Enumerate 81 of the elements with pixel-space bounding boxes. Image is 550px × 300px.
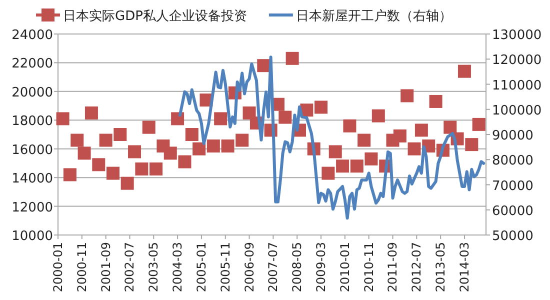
point xyxy=(336,160,350,173)
x-tick-label: 2013-05 xyxy=(434,242,448,292)
legend-label: 日本实际GDP私人企业设备投资 xyxy=(63,9,247,24)
point xyxy=(135,162,148,176)
x-tick-label: 2001-09 xyxy=(98,242,113,292)
point xyxy=(408,142,421,156)
point xyxy=(350,160,364,173)
point xyxy=(106,166,120,180)
x-tick-label: 2008-05 xyxy=(290,242,304,292)
point xyxy=(164,146,177,160)
x-tick-label: 2006-09 xyxy=(242,242,256,292)
y-tick-label: 18000 xyxy=(12,114,53,130)
x-tick-label: 2003-05 xyxy=(146,242,161,292)
y-tick-label: 10000 xyxy=(12,229,53,244)
y-tick-label: 14000 xyxy=(12,172,53,187)
y2-tick-label: 90000 xyxy=(492,128,534,144)
point xyxy=(372,109,385,122)
x-tick-label: 2010-11 xyxy=(362,242,376,292)
point xyxy=(114,128,127,141)
point xyxy=(472,118,486,131)
x-tick-label: 2009-03 xyxy=(314,242,328,292)
y2-tick-label: 100000 xyxy=(492,103,542,118)
point xyxy=(400,89,414,102)
x-tick-label: 2000-01 xyxy=(51,242,65,292)
point xyxy=(99,134,112,147)
y2-tick-label: 120000 xyxy=(492,53,542,68)
point xyxy=(150,162,163,176)
x-tick-label: 2014-03 xyxy=(457,242,472,292)
y-tick-label: 20000 xyxy=(12,85,53,100)
point xyxy=(171,112,184,126)
point xyxy=(142,120,156,134)
point xyxy=(429,94,442,108)
x-tick-label: 2007-07 xyxy=(266,242,280,292)
x-tick-label: 2011-09 xyxy=(386,242,400,292)
point xyxy=(178,155,192,168)
y2-tick-label: 70000 xyxy=(492,178,534,194)
point xyxy=(278,110,292,124)
y-tick-label: 16000 xyxy=(12,142,53,158)
y2-tick-label: 60000 xyxy=(492,204,534,219)
point xyxy=(185,128,198,141)
point xyxy=(56,112,70,126)
point xyxy=(465,138,478,152)
y2-tick-label: 130000 xyxy=(492,28,542,43)
point xyxy=(322,166,335,180)
x-tick-label: 2004-03 xyxy=(170,242,185,292)
point xyxy=(128,145,142,158)
point xyxy=(343,119,356,132)
point xyxy=(358,134,371,147)
point xyxy=(84,106,98,120)
y-tick-label: 12000 xyxy=(12,200,53,216)
y-tick-label: 22000 xyxy=(12,56,53,72)
point xyxy=(120,176,134,190)
point xyxy=(236,134,249,147)
point xyxy=(393,129,406,142)
point xyxy=(414,124,428,137)
point xyxy=(70,134,84,147)
point xyxy=(458,64,471,78)
y2-tick-label: 50000 xyxy=(492,229,534,244)
legend-label: 日本新屋开工户数（右轴） xyxy=(296,9,452,24)
point xyxy=(221,139,234,152)
point xyxy=(192,142,206,156)
point xyxy=(364,152,378,166)
x-tick-label: 2005-01 xyxy=(194,242,208,292)
x-tick-label: 2000-11 xyxy=(74,242,89,292)
point xyxy=(63,168,76,182)
x-tick-label: 2010-01 xyxy=(338,242,352,292)
point xyxy=(206,139,220,152)
x-tick-label: 2002-07 xyxy=(122,242,137,292)
x-tick-label: 2012-07 xyxy=(410,242,424,292)
point xyxy=(78,146,91,160)
y-tick-label: 24000 xyxy=(12,28,53,43)
point xyxy=(286,52,299,65)
point xyxy=(328,145,342,158)
point xyxy=(92,158,106,172)
point xyxy=(214,112,228,126)
point xyxy=(257,59,270,72)
y2-tick-label: 110000 xyxy=(492,78,542,94)
point xyxy=(444,120,457,134)
x-tick-label: 2005-11 xyxy=(218,242,232,292)
point xyxy=(314,100,328,114)
y2-tick-label: 80000 xyxy=(492,154,534,169)
